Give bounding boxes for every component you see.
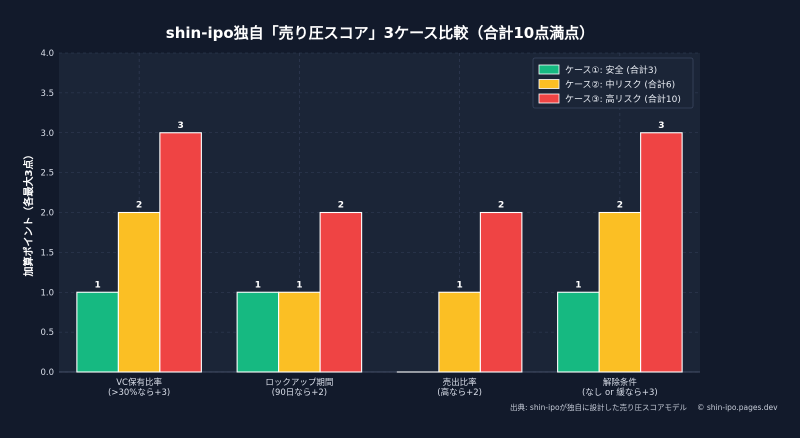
bar <box>438 291 481 373</box>
x-tick-label: VC保有比率 <box>116 377 162 388</box>
x-tick-label: 売出比率 <box>443 377 478 388</box>
data-label: 3 <box>177 121 183 131</box>
y-axis-ticks: 0.0 0.5 1.0 1.5 2.0 2.5 3.0 3.5 4.0 <box>40 49 54 378</box>
legend-swatch <box>538 93 560 104</box>
legend-swatch <box>538 79 560 89</box>
y-axis-label: 加算ポイント（各最大3点） <box>22 150 35 278</box>
x-tick-label: ロックアップ期間 <box>265 378 333 388</box>
bar <box>236 291 280 373</box>
data-label: 1 <box>94 280 100 290</box>
bar <box>117 211 161 373</box>
bar <box>76 291 119 373</box>
data-label: 1 <box>575 280 581 290</box>
data-label: 2 <box>498 201 504 211</box>
y-tick-label: 2.5 <box>40 169 54 179</box>
bar <box>278 291 321 373</box>
y-tick-label: 0.5 <box>40 328 54 338</box>
legend-box <box>532 57 694 109</box>
bars <box>76 132 683 373</box>
bar <box>598 211 642 373</box>
source-note: 出典: shin-ipoが独自に設計した売り圧スコアモデル <box>510 402 688 412</box>
y-tick-label: 2.0 <box>40 209 54 219</box>
y-tick-label: 1.0 <box>40 288 54 298</box>
x-tick-label: (>30%なら+3) <box>108 388 170 398</box>
bar <box>479 211 523 373</box>
data-label: 2 <box>136 201 142 211</box>
y-tick-label: 3.0 <box>40 129 54 139</box>
x-tick-label: (なし or 緩なら+3) <box>582 387 658 398</box>
legend: ケース①: 安全 (合計3) ケース②: 中リスク (合計6) ケース③: 高リスク… <box>532 57 694 109</box>
data-label: 2 <box>338 201 344 211</box>
bar <box>319 211 363 373</box>
legend-label: ケース②: 中リスク (合計6) <box>565 79 675 91</box>
x-axis-ticks: VC保有比率(>30%なら+3) ロックアップ期間(90日なら+2) 売出比率(高な… <box>108 377 658 398</box>
data-label: 1 <box>456 280 462 290</box>
chart-title: shin-ipo独自「売り圧スコア」3ケース比較（合計10点満点） <box>166 24 594 42</box>
y-tick-label: 4.0 <box>40 49 54 59</box>
x-tick-label: (90日なら+2) <box>272 388 327 398</box>
bar <box>640 132 683 373</box>
legend-label: ケース①: 安全 (合計3) <box>565 64 657 76</box>
data-labels: 1 1 1 2 1 1 2 3 2 2 3 <box>94 121 664 291</box>
bar <box>557 291 600 373</box>
watermark: © shin-ipo.pages.dev <box>697 403 778 412</box>
x-tick-label: (高なら+2) <box>437 387 482 398</box>
y-tick-label: 0.0 <box>40 368 54 378</box>
y-tick-label: 1.5 <box>40 248 54 258</box>
data-label: 1 <box>255 280 261 290</box>
legend-swatch <box>538 64 560 75</box>
y-tick-label: 3.5 <box>40 89 54 99</box>
data-label: 2 <box>617 201 623 211</box>
bar <box>159 132 202 373</box>
legend-label: ケース③: 高リスク (合計10) <box>565 93 681 105</box>
x-tick-label: 解除条件 <box>603 377 638 388</box>
data-label: 1 <box>296 280 302 290</box>
data-label: 3 <box>658 121 664 131</box>
